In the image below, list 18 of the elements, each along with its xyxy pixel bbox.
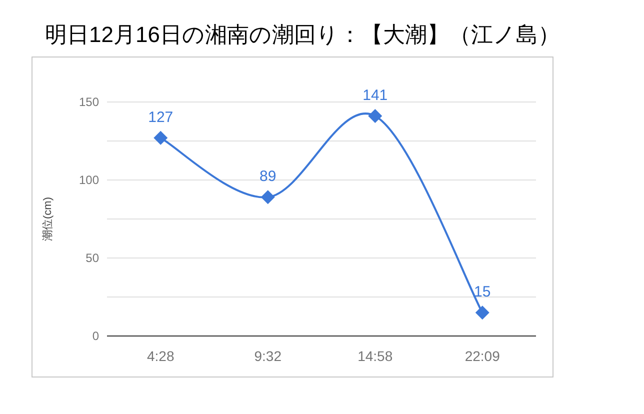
x-tick-label: 4:28 bbox=[147, 348, 174, 364]
y-axis-title: 潮位(cm) bbox=[41, 197, 54, 241]
x-tick-label: 14:58 bbox=[358, 348, 393, 364]
data-label: 89 bbox=[260, 168, 276, 186]
point bbox=[475, 306, 490, 320]
y-tick-label: 150 bbox=[78, 95, 100, 109]
x-tick-label: 9:32 bbox=[254, 348, 282, 364]
x-tick-label: 22:09 bbox=[464, 348, 500, 364]
data-label: 127 bbox=[148, 108, 174, 126]
point bbox=[260, 190, 275, 204]
data-label: 15 bbox=[474, 284, 491, 301]
y-tick-label: 50 bbox=[86, 251, 100, 265]
y-tick-label: 0 bbox=[92, 329, 100, 343]
y-tick-label: 100 bbox=[78, 173, 100, 187]
point bbox=[154, 130, 168, 145]
point bbox=[368, 109, 382, 124]
data-label: 141 bbox=[362, 87, 388, 104]
title: 明日12月16日の湘南の潮回り：【大潮】（江ノ島） bbox=[45, 22, 560, 47]
